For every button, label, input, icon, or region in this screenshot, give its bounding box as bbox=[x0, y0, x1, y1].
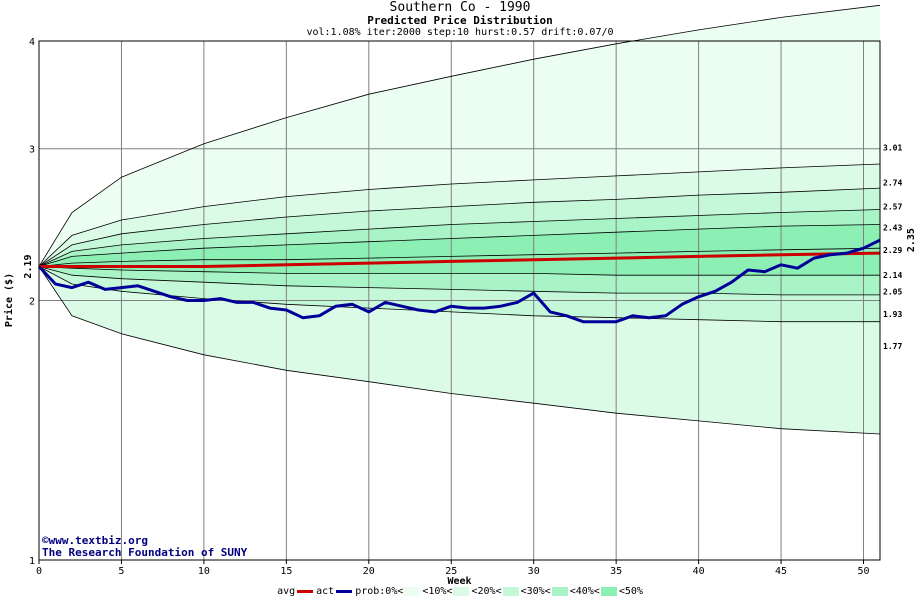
x-tick-label: 40 bbox=[693, 566, 705, 577]
percentile-end-label: 2.74 bbox=[883, 179, 902, 188]
series-act-line bbox=[37, 238, 881, 324]
probability-band bbox=[39, 164, 880, 267]
credit-url-text: www.textbiz.org bbox=[48, 534, 148, 547]
chart-subtitle: Predicted Price Distribution bbox=[367, 14, 553, 27]
percentile-line bbox=[38, 209, 881, 267]
x-tick-label: 35 bbox=[610, 566, 622, 577]
percentile-line bbox=[38, 187, 881, 267]
legend-band-10-swatch bbox=[453, 587, 470, 596]
x-axis-label: Week bbox=[447, 576, 471, 587]
credit-org: The Research Foundation of SUNY bbox=[42, 546, 248, 559]
legend-band-20-swatch bbox=[502, 587, 519, 596]
x-tick-label: 50 bbox=[857, 566, 869, 577]
chart-params: vol:1.08% iter:2000 step:10 hurst:0.57 d… bbox=[306, 27, 614, 38]
percentile-end-label: 2.43 bbox=[883, 224, 902, 233]
percentile-line bbox=[38, 266, 880, 323]
legend-avg-swatch bbox=[297, 590, 314, 593]
probability-band bbox=[39, 266, 880, 295]
legend-avg-label: avg bbox=[277, 586, 296, 597]
chart-title: Southern Co - 1990 bbox=[389, 0, 531, 15]
x-tick-label: 0 bbox=[36, 566, 42, 577]
percentile-end-label: 2.57 bbox=[883, 203, 902, 212]
legend-act-swatch bbox=[336, 590, 353, 593]
percentile-end-label: 1.93 bbox=[883, 310, 902, 319]
legend-b40-label: <40%< bbox=[569, 586, 600, 597]
end-actual-price-label: 2.35 bbox=[906, 228, 917, 252]
probability-band bbox=[39, 5, 880, 267]
x-tick-label: 20 bbox=[363, 566, 375, 577]
probability-band bbox=[39, 266, 880, 434]
legend-prob-label: prob:0%< bbox=[355, 586, 404, 597]
copyright-icon: © bbox=[42, 534, 49, 547]
legend-b50-label: <50% bbox=[618, 586, 643, 597]
probability-band bbox=[39, 224, 880, 267]
x-tick-label: 45 bbox=[775, 566, 787, 577]
x-tick-label: 5 bbox=[118, 566, 124, 577]
percentile-end-label: 1.77 bbox=[883, 342, 902, 351]
series-avg-line bbox=[39, 251, 881, 268]
legend: avg act prob:0%< <10%< <20%< <30%< <40%< <50% bbox=[0, 586, 920, 598]
percentile-line bbox=[38, 247, 881, 267]
x-tick-label: 10 bbox=[198, 566, 210, 577]
legend-b20-label: <20%< bbox=[471, 586, 502, 597]
legend-b10-label: <10%< bbox=[422, 586, 453, 597]
x-tick-label: 15 bbox=[280, 566, 292, 577]
credit-url: ©www.textbiz.org bbox=[42, 534, 148, 547]
x-tick-label: 30 bbox=[528, 566, 540, 577]
legend-band-30-swatch bbox=[551, 587, 568, 596]
legend-act-label: act bbox=[316, 586, 335, 597]
legend-b30-label: <30%< bbox=[520, 586, 551, 597]
percentile-end-label: 2.05 bbox=[883, 287, 902, 296]
y-axis-label: Price ($) bbox=[3, 273, 15, 327]
percentile-end-label: 3.01 bbox=[883, 143, 902, 152]
y-tick-label: 2 bbox=[29, 297, 35, 308]
percentile-end-label: 2.29 bbox=[883, 246, 902, 255]
legend-band-40-swatch bbox=[600, 587, 617, 596]
percentile-line bbox=[38, 224, 881, 267]
x-tick-label: 25 bbox=[445, 566, 457, 577]
percentile-end-label: 2.14 bbox=[883, 271, 902, 280]
start-price-label: 2.19 bbox=[23, 254, 34, 278]
percentile-line bbox=[38, 266, 880, 276]
y-tick-label: 4 bbox=[29, 37, 35, 48]
percentile-line bbox=[38, 266, 881, 435]
plot-frame bbox=[38, 40, 881, 561]
percentile-line bbox=[38, 163, 881, 267]
probability-band bbox=[39, 266, 880, 322]
probability-band bbox=[39, 188, 880, 267]
y-tick-label: 3 bbox=[29, 145, 35, 156]
percentile-line bbox=[38, 4, 881, 267]
legend-band-0-swatch bbox=[404, 587, 421, 596]
y-tick-label: 1 bbox=[29, 556, 35, 567]
